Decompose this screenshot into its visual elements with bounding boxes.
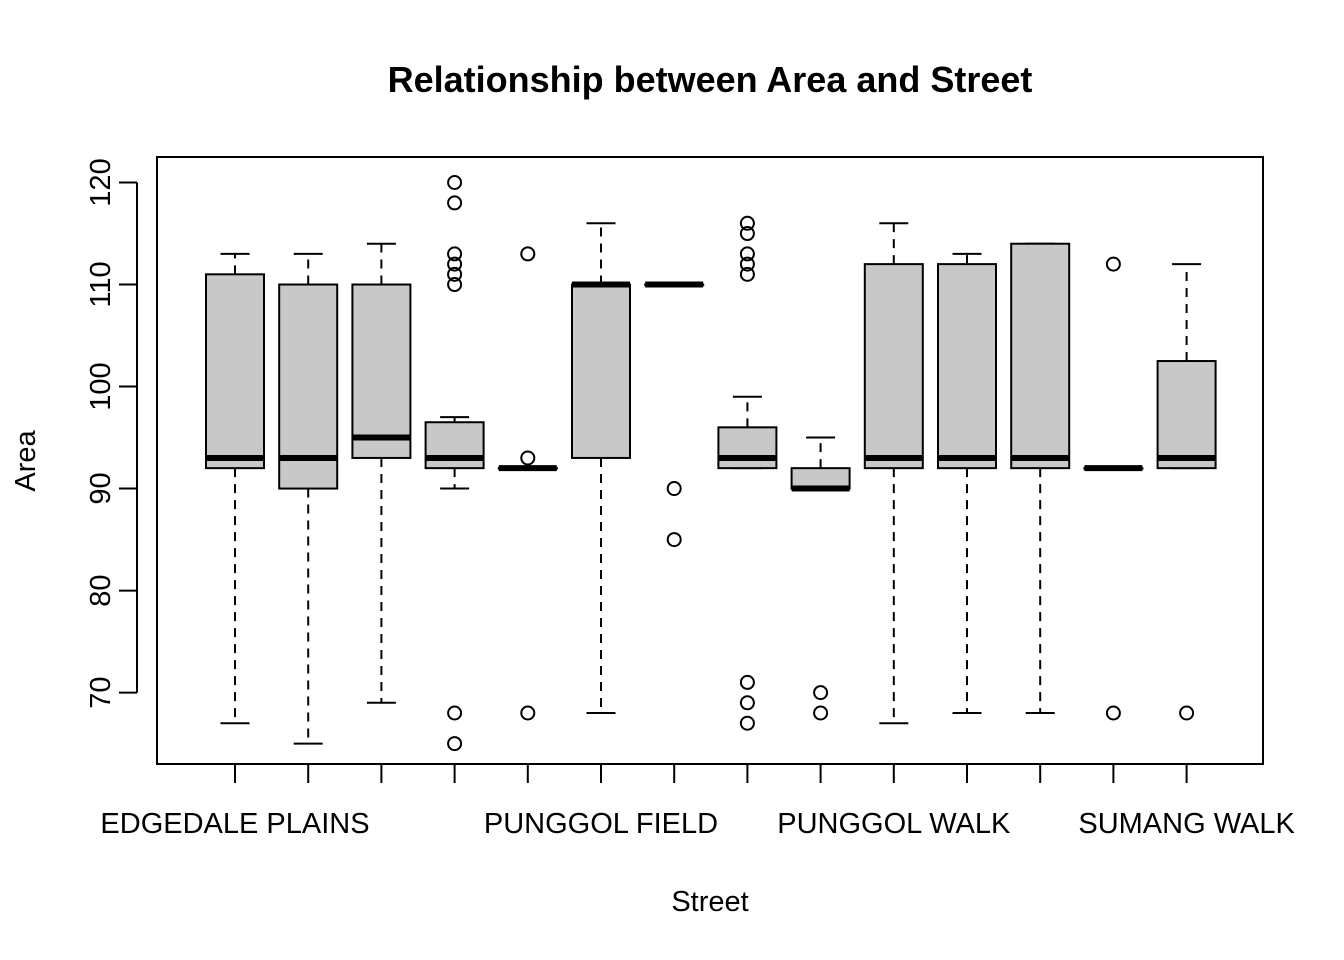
box-group (937, 252, 997, 714)
outlier-point (813, 685, 829, 701)
outlier-point (739, 256, 755, 272)
outlier-point (447, 736, 463, 752)
x-tick-label: PUNGGOL WALK (777, 808, 1011, 840)
outlier-point (447, 256, 463, 272)
box-iqr (205, 273, 265, 470)
box-group (424, 175, 485, 752)
outlier-point (447, 277, 463, 293)
box-iqr (278, 283, 339, 490)
y-axis: 70 80 90 100 110 120 (85, 158, 138, 709)
box-group (205, 252, 265, 725)
outlier-point (520, 246, 536, 262)
outlier-point (666, 532, 682, 548)
box-iqr (351, 283, 412, 459)
box-group (644, 281, 705, 548)
y-tick-label: 100 (85, 362, 117, 410)
x-tick-label: SUMANG WALK (1078, 808, 1295, 840)
box-iqr (1010, 242, 1071, 470)
outlier-point (447, 705, 463, 721)
y-tick-label: 70 (85, 676, 117, 708)
outlier-point (447, 175, 463, 191)
outlier-point (1179, 705, 1195, 721)
outlier-point (666, 481, 682, 497)
box-iqr (424, 421, 485, 470)
y-axis-label: Area (10, 430, 42, 492)
box-iqr (937, 263, 997, 470)
y-tick-label: 80 (85, 574, 117, 606)
outlier-point (739, 266, 755, 282)
box-group (1156, 263, 1217, 721)
outlier-point (739, 215, 755, 231)
outlier-point (739, 674, 755, 690)
box-group (863, 222, 924, 725)
box-iqr (863, 263, 924, 470)
box-iqr (790, 467, 851, 490)
box-group (571, 222, 631, 714)
box-iqr (1156, 360, 1217, 470)
outlier-point (447, 195, 463, 211)
box-group (1083, 256, 1144, 721)
outlier-point (739, 715, 755, 731)
box-group (351, 242, 412, 704)
box-group (717, 215, 778, 731)
box-group (278, 252, 339, 745)
y-tick-label: 120 (85, 158, 117, 206)
outlier-point (447, 266, 463, 282)
box-group (1010, 242, 1071, 714)
outlier-point (813, 705, 829, 721)
outlier-point (1105, 256, 1121, 272)
y-tick-label: 90 (85, 472, 117, 504)
boxes-layer (205, 175, 1217, 752)
outlier-point (520, 705, 536, 721)
outlier-point (447, 246, 463, 262)
x-axis: EDGEDALE PLAINS PUNGGOL FIELD PUNGGOL WALK… (100, 763, 1295, 840)
outlier-point (1105, 705, 1121, 721)
outlier-point (520, 450, 536, 466)
box-group (790, 436, 851, 721)
box-iqr (717, 426, 778, 470)
chart-title: Relationship between Area and Street (388, 59, 1033, 100)
outlier-point (739, 246, 755, 262)
y-tick-label: 110 (85, 261, 117, 307)
box-iqr (571, 283, 631, 459)
x-axis-label: Street (671, 886, 748, 918)
outlier-point (739, 695, 755, 711)
outlier-point (739, 226, 755, 242)
box-group (497, 246, 558, 721)
x-tick-label: PUNGGOL FIELD (484, 808, 718, 840)
x-tick-label: EDGEDALE PLAINS (100, 808, 369, 840)
